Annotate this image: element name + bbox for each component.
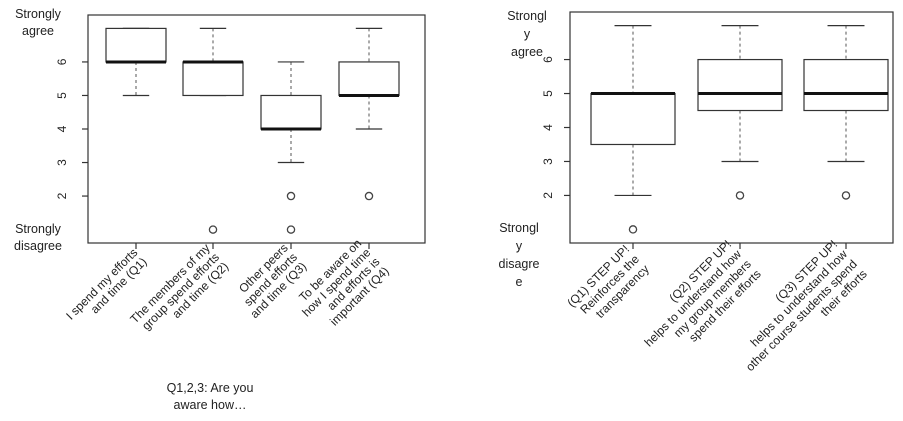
y-tick-label: 5	[541, 90, 555, 97]
outlier-point	[735, 191, 745, 200]
y-tick-label: 3	[55, 159, 69, 166]
strongly-disagree-label: y	[516, 239, 523, 253]
strongly-disagree-label: disagre	[499, 257, 540, 271]
strongly-disagree-label: Strongl	[499, 221, 539, 235]
iqr-box	[697, 58, 783, 112]
y-tick-label: 4	[55, 125, 69, 132]
iqr-box	[182, 61, 244, 97]
category-label: To be aware onhow I spend timeand effort…	[290, 236, 392, 338]
y-tick-label: 4	[541, 124, 555, 131]
x-axis-note: aware how…	[174, 398, 247, 412]
y-tick-label: 6	[541, 56, 555, 63]
category-label: (Q2) STEP UP!helps to understand howmy g…	[632, 237, 764, 369]
x-axis-note: Q1,2,3: Are you	[167, 381, 254, 395]
iqr-box	[338, 61, 400, 97]
box-series-2: (Q2) STEP UP!helps to understand howmy g…	[632, 24, 783, 369]
category-label: The members of mygroup spend effortsand …	[127, 241, 231, 345]
strongly-agree-label: Strongl	[507, 9, 547, 23]
y-tick-label: 3	[541, 158, 555, 165]
box-series-2: The members of mygroup spend effortsand …	[127, 27, 244, 345]
outlier-point	[208, 225, 218, 234]
y-tick-label: 5	[55, 92, 69, 99]
strongly-agree-label: agree	[22, 24, 54, 38]
chart-1: 2 3 4 5 6 Strongly agree Strongly disagree I spen…	[14, 7, 426, 412]
outlier-point	[628, 225, 638, 234]
box-series-1: I spend my effortsand time (Q1)	[63, 27, 167, 323]
iqr-box	[590, 92, 676, 146]
strongly-disagree-label: Strongly	[15, 222, 62, 236]
y-tick-label: 2	[55, 192, 69, 199]
outlier-point	[286, 191, 296, 201]
iqr-box	[803, 58, 889, 112]
strongly-disagree-label: e	[516, 275, 523, 289]
strongly-disagree-label: disagree	[14, 239, 62, 253]
category-label: Other peersspend effortsand time (Q3)	[229, 241, 309, 321]
strongly-agree-label: y	[524, 27, 531, 41]
iqr-box	[105, 27, 167, 63]
y-tick-label: 2	[541, 192, 555, 199]
outlier-point	[286, 225, 296, 234]
outlier-point	[364, 191, 374, 201]
y-tick-label: 6	[55, 58, 69, 65]
box-series-4: To be aware onhow I spend timeand effort…	[290, 27, 400, 338]
chart-2: 2 3 4 5 6 Strongl y agree Strongl y disagre e (Q1) S…	[499, 9, 894, 374]
category-label: (Q1) STEP UP!Reinforces thetransparency	[564, 242, 652, 330]
strongly-agree-label: agree	[511, 45, 543, 59]
iqr-box	[260, 94, 322, 130]
outlier-point	[841, 191, 851, 200]
box-series-1: (Q1) STEP UP!Reinforces thetransparency	[564, 24, 676, 330]
strongly-agree-label: Strongly	[15, 7, 62, 21]
